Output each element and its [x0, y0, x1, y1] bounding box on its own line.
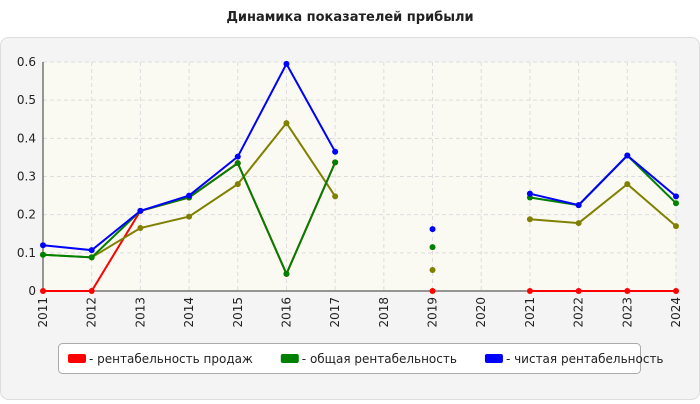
data-point: [575, 220, 582, 227]
legend-label: - чистая рентабельность: [506, 352, 664, 366]
data-point: [332, 148, 339, 155]
data-point: [137, 225, 144, 232]
data-point: [88, 254, 95, 261]
legend-swatch: [484, 354, 503, 363]
y-tick-label: 0.3: [17, 170, 36, 184]
y-tick-label: 0.1: [17, 246, 36, 260]
data-point: [526, 288, 533, 294]
data-point: [429, 244, 436, 251]
data-point: [186, 192, 193, 199]
x-tick-label: 2024: [669, 297, 683, 328]
data-point: [234, 153, 241, 160]
data-point: [673, 200, 679, 207]
data-point: [673, 193, 679, 200]
data-point: [526, 190, 533, 197]
data-point: [332, 159, 339, 166]
legend-label: - общая рентабельность: [302, 352, 457, 366]
data-point: [673, 288, 679, 294]
data-point: [526, 216, 533, 223]
data-point: [575, 288, 582, 294]
x-tick-label: 2015: [231, 297, 245, 328]
legend-swatch: [280, 354, 299, 363]
legend: [58, 343, 641, 374]
x-tick-label: 2011: [36, 297, 50, 328]
data-point: [283, 270, 290, 277]
data-point: [283, 60, 290, 67]
data-point: [137, 207, 144, 214]
data-point: [624, 288, 631, 294]
data-point: [429, 267, 436, 274]
data-point: [186, 213, 193, 220]
data-point: [234, 160, 241, 167]
data-point: [429, 226, 436, 233]
x-tick-label: 2021: [523, 297, 537, 328]
data-point: [40, 251, 46, 258]
data-point: [673, 223, 679, 230]
data-point: [624, 152, 631, 159]
y-tick-label: 0.6: [17, 55, 36, 69]
x-tick-label: 2012: [85, 297, 99, 328]
data-point: [88, 288, 95, 294]
y-tick-label: 0.4: [17, 131, 36, 145]
x-tick-label: 2018: [377, 297, 391, 328]
data-point: [234, 181, 241, 188]
x-tick-label: 2017: [328, 297, 342, 328]
x-tick-label: 2013: [133, 297, 147, 328]
x-tick-label: 2019: [426, 297, 440, 328]
y-tick-label: 0: [28, 284, 36, 298]
x-tick-label: 2023: [620, 297, 634, 328]
data-point: [88, 247, 95, 254]
data-point: [283, 120, 290, 127]
legend-swatch: [68, 354, 86, 363]
data-point: [40, 242, 46, 249]
y-tick-label: 0.5: [17, 93, 36, 107]
x-tick-label: 2022: [572, 297, 586, 328]
data-point: [40, 288, 46, 294]
data-point: [575, 202, 582, 209]
x-tick-label: 2016: [279, 297, 293, 328]
chart-title: Динамика показателей прибыли: [226, 10, 473, 25]
data-point: [624, 181, 631, 188]
data-point: [429, 288, 436, 294]
y-tick-label: 0.2: [17, 208, 36, 222]
data-point: [332, 193, 339, 200]
x-tick-label: 2020: [474, 297, 488, 328]
legend-label: - рентабельность продаж: [89, 352, 253, 366]
x-tick-label: 2014: [182, 297, 196, 328]
